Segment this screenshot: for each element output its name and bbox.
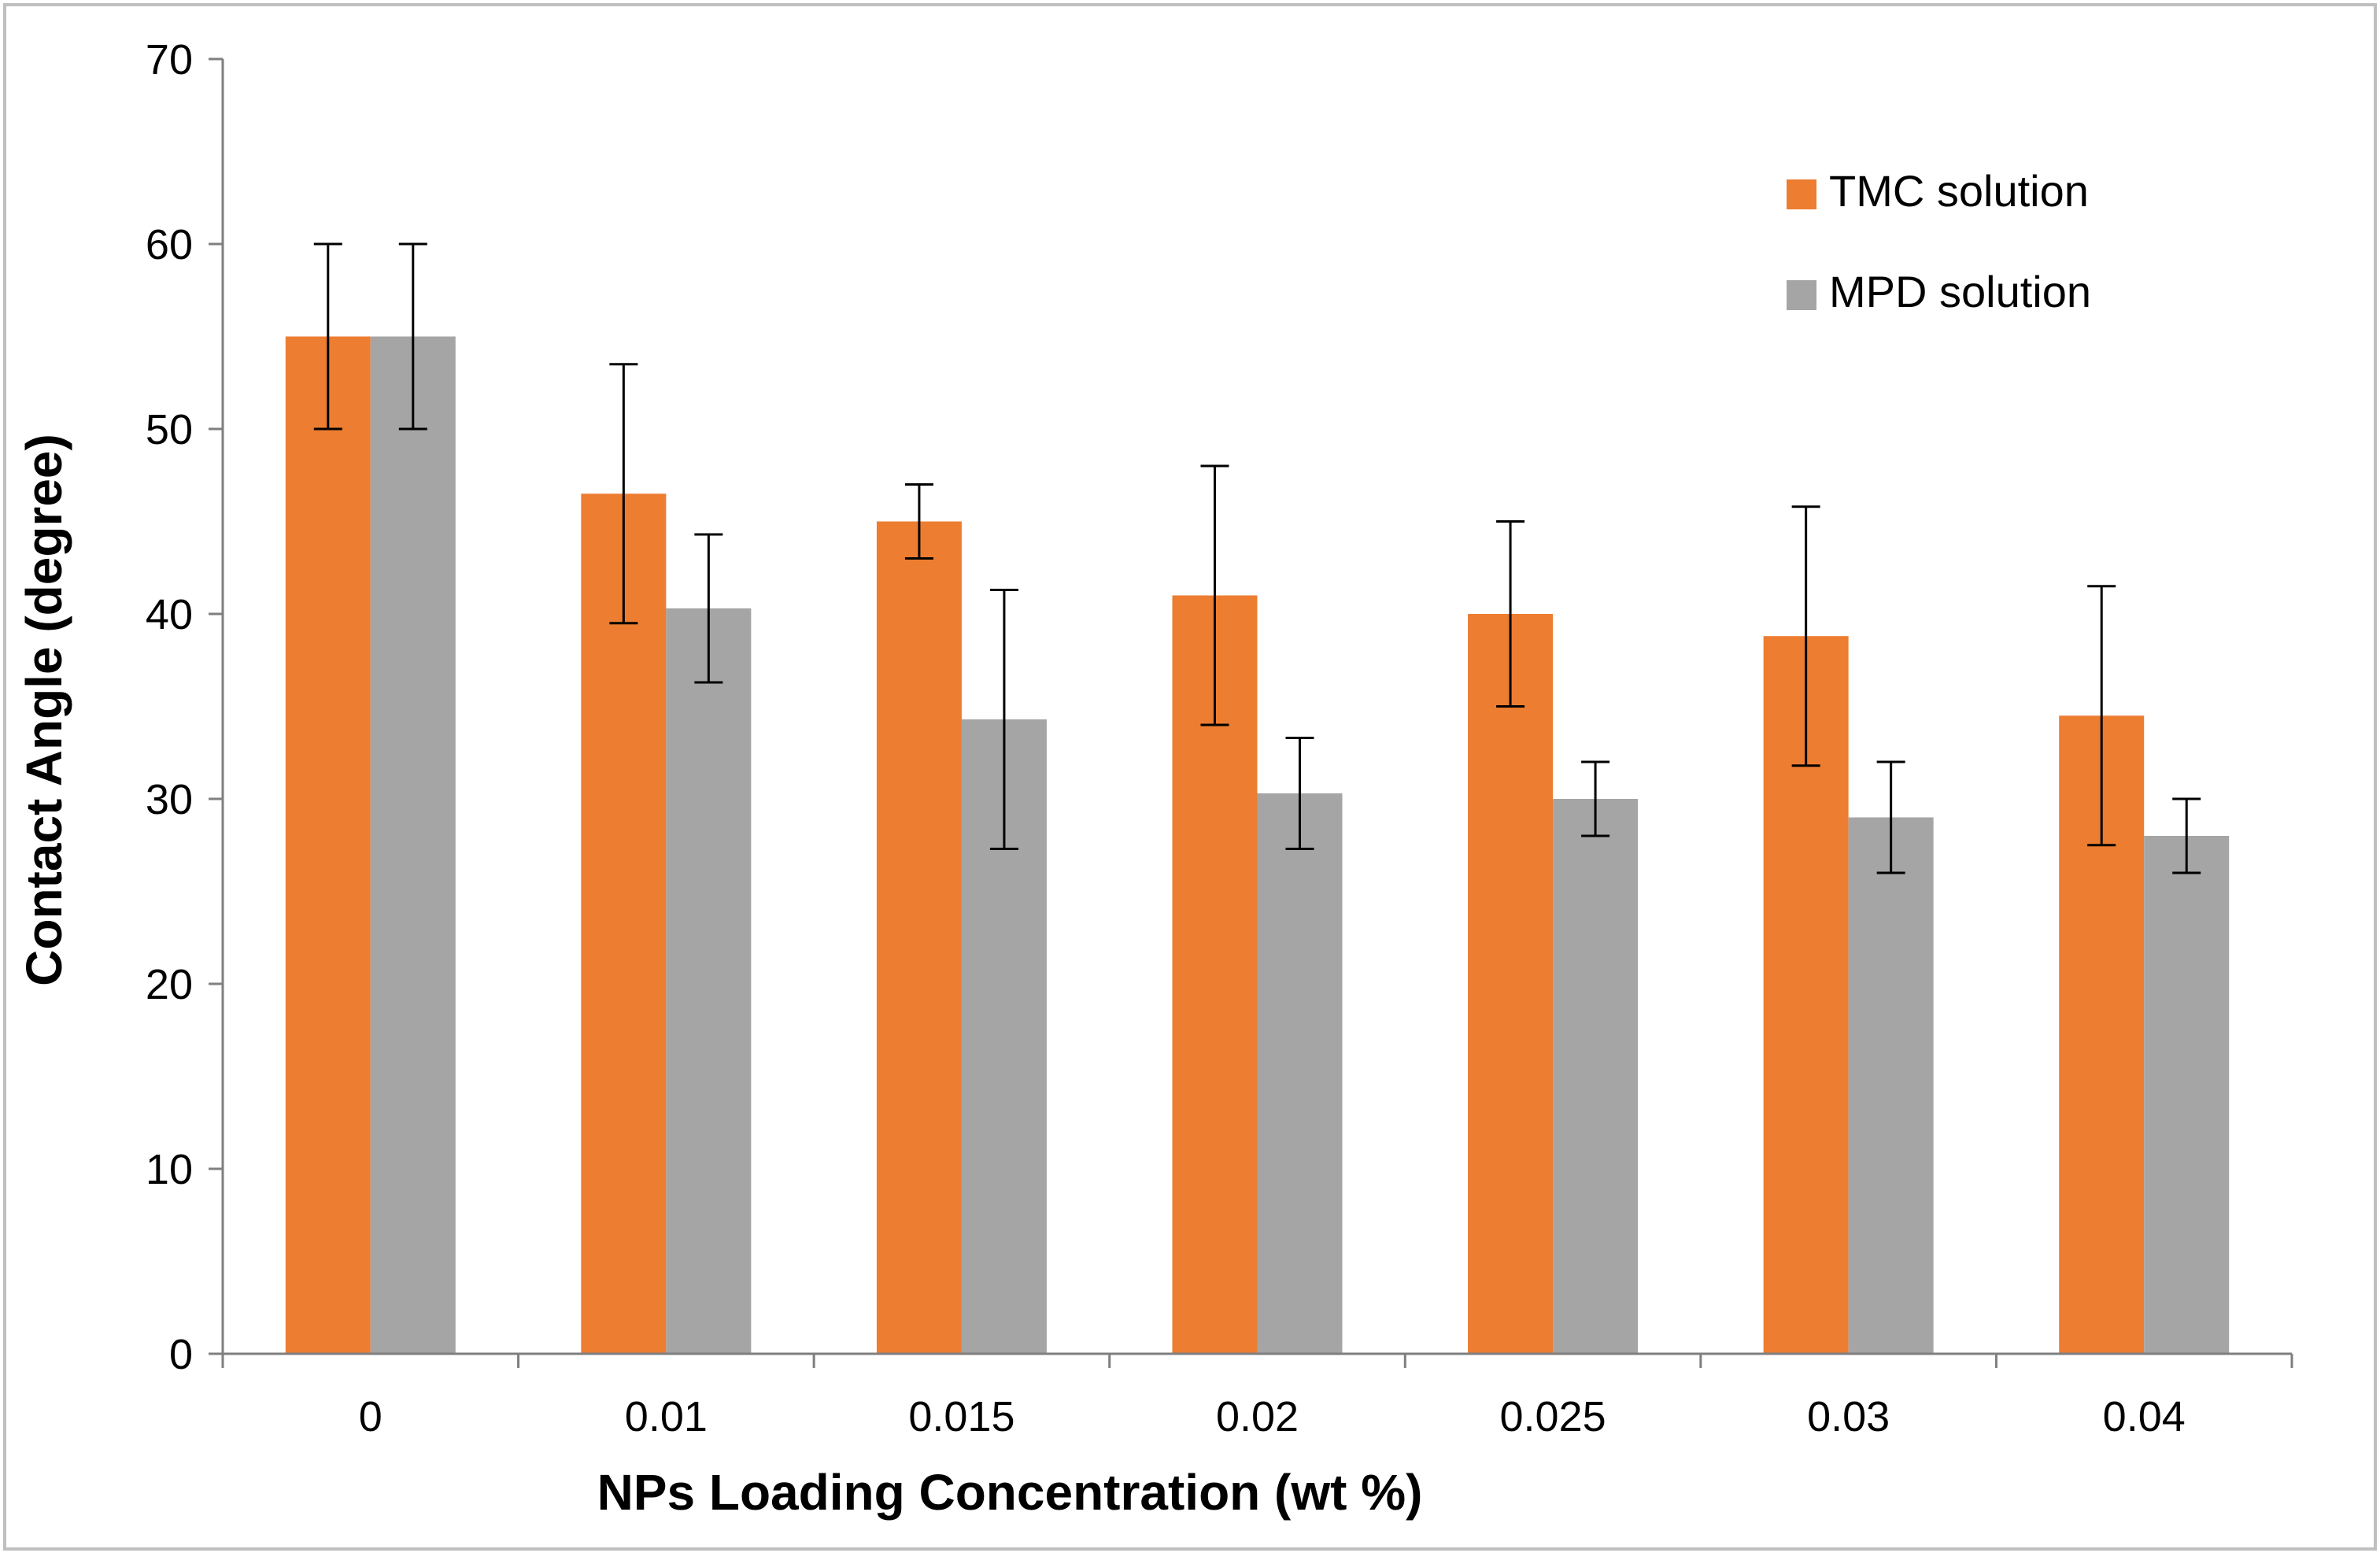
y-axis-ticks: 0 10 20 30 40 50 60 70	[146, 36, 223, 1378]
bars	[285, 336, 2230, 1354]
legend: TMC solution MPD solution	[1787, 166, 2091, 316]
x-tick-label: 0.02	[1216, 1393, 1299, 1440]
bar-mpd	[370, 336, 456, 1354]
bar-mpd	[2144, 836, 2230, 1354]
x-axis-ticks: 0 0.01 0.015 0.02 0.025 0.03 0.04	[221, 1354, 2293, 1440]
bar-tmc	[285, 336, 371, 1354]
legend-label-mpd: MPD solution	[1829, 267, 2091, 316]
x-axis-title: NPs Loading Concentration (wt %)	[597, 1464, 1423, 1521]
y-axis-title: Contact Angle (degree)	[16, 434, 72, 986]
x-tick-label: 0.015	[908, 1393, 1014, 1440]
bar-tmc	[1468, 614, 1554, 1354]
error-bars	[313, 242, 2201, 874]
bar-mpd	[666, 608, 752, 1354]
bar-mpd	[1848, 817, 1934, 1354]
y-tick-label: 10	[146, 1146, 193, 1193]
y-tick-label: 30	[146, 776, 193, 823]
bar-tmc	[581, 494, 667, 1354]
x-tick-label: 0.04	[2103, 1393, 2186, 1440]
x-tick-label: 0.025	[1500, 1393, 1606, 1440]
y-tick-label: 20	[146, 961, 193, 1008]
legend-swatch-tmc	[1787, 179, 1816, 209]
x-tick-label: 0	[359, 1393, 382, 1440]
bar-mpd	[1553, 799, 1639, 1354]
x-tick-label: 0.01	[625, 1393, 708, 1440]
y-tick-label: 0	[169, 1331, 193, 1378]
x-tick-label: 0.03	[1807, 1393, 1890, 1440]
y-tick-label: 70	[146, 36, 193, 83]
legend-swatch-mpd	[1787, 280, 1816, 310]
y-tick-label: 50	[146, 406, 193, 453]
y-tick-label: 60	[146, 221, 193, 268]
y-tick-label: 40	[146, 591, 193, 638]
bar-tmc	[876, 521, 962, 1354]
bar-mpd	[1257, 793, 1343, 1354]
legend-label-tmc: TMC solution	[1829, 166, 2089, 216]
